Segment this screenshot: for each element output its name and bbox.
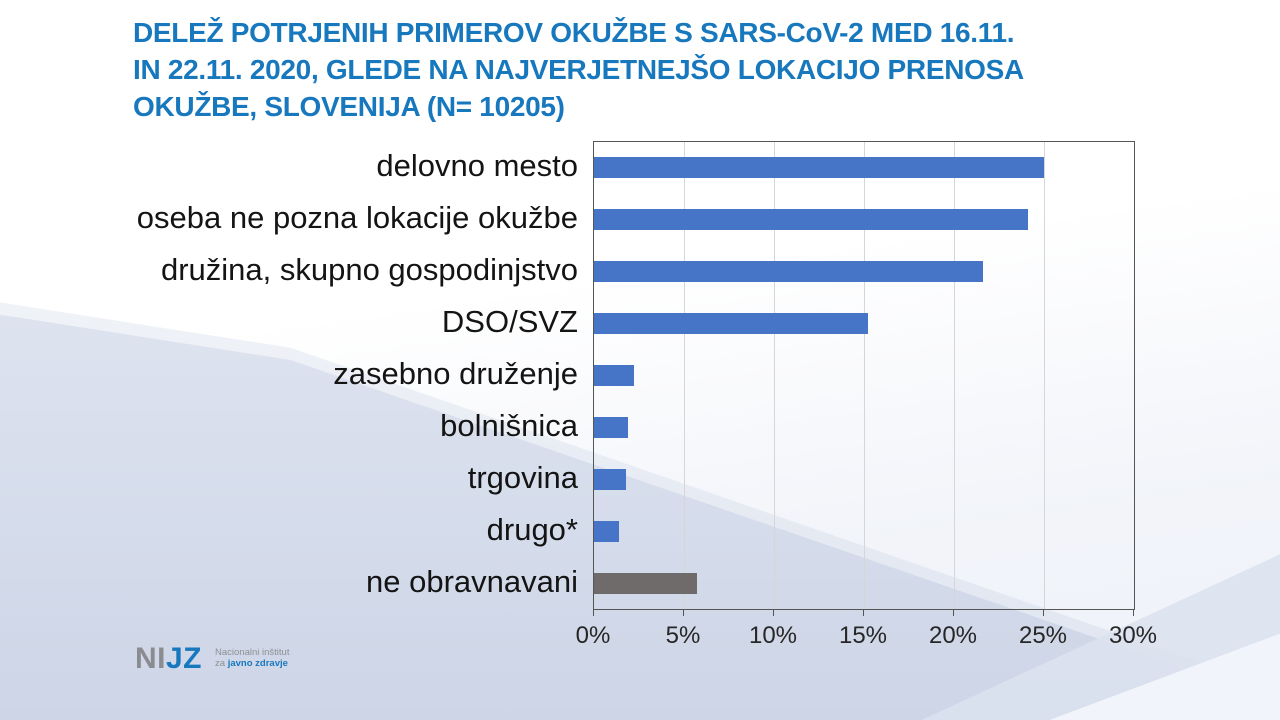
x-tick-label-0: 0% — [575, 622, 611, 649]
nijz-logo: NIJZ Nacionalni inštitut za javno zdravj… — [135, 644, 289, 674]
category-label: družina, skupno gospodinjstvo — [160, 252, 578, 288]
x-tick-label-25: 25% — [1018, 622, 1068, 649]
gridline-25 — [1044, 142, 1045, 609]
x-tick-mark-25 — [1043, 609, 1044, 616]
bar — [594, 520, 620, 542]
nijz-logo-text: Nacionalni inštitut za javno zdravje — [215, 644, 289, 669]
category-label: ne obravnavani — [366, 563, 578, 599]
category-label: bolnišnica — [440, 407, 578, 443]
x-tick-mark-30 — [1133, 609, 1134, 616]
nijz-logo-line2: za javno zdravje — [215, 658, 288, 669]
bar — [594, 313, 868, 335]
x-tick-label-5: 5% — [665, 622, 701, 649]
x-tick-label-30: 30% — [1108, 622, 1158, 649]
x-axis: 0% 5% 10% 15% 20% 25% 30% — [576, 608, 1157, 668]
x-tick-mark-15 — [863, 609, 864, 616]
bar — [594, 261, 983, 283]
nijz-logo-line2-bold: javno zdravje — [227, 658, 288, 669]
chart-title-line-2: IN 22.11. 2020, GLEDE NA NAJVERJETNEJŠO … — [133, 54, 1024, 85]
category-label: DSO/SVZ — [441, 304, 578, 340]
x-tick-label-20: 20% — [928, 622, 978, 649]
plot-area — [593, 141, 1135, 610]
category-label: drugo* — [486, 511, 578, 547]
nijz-logo-mark: NIJZ — [135, 644, 202, 674]
chart-title: DELEŽ POTRJENIH PRIMEROV OKUŽBE S SARS-C… — [133, 14, 1024, 125]
nijz-logo-jz: JZ — [166, 642, 203, 675]
category-label: oseba ne pozna lokacije okužbe — [136, 200, 578, 236]
category-label: zasebno druženje — [333, 356, 578, 391]
nijz-logo-ni: NI — [135, 642, 166, 675]
category-axis-labels: delovno mesto oseba ne pozna lokacije oku… — [0, 141, 578, 608]
bar — [594, 209, 1028, 231]
chart-title-line-1: DELEŽ POTRJENIH PRIMEROV OKUŽBE S SARS-C… — [133, 17, 1015, 48]
bar — [594, 365, 634, 386]
bar — [594, 157, 1044, 179]
x-tick-mark-10 — [773, 609, 774, 616]
bar — [594, 416, 629, 438]
x-tick-mark-0 — [593, 609, 594, 616]
x-tick-label-15: 15% — [838, 622, 888, 649]
nijz-logo-line1: Nacionalni inštitut — [215, 647, 290, 658]
bar — [594, 572, 697, 594]
x-tick-mark-5 — [683, 609, 684, 616]
x-tick-mark-20 — [953, 609, 954, 616]
bar — [594, 468, 627, 490]
category-label: delovno mesto — [376, 148, 578, 184]
chart-title-line-3: OKUŽBE, SLOVENIJA (N= 10205) — [133, 91, 565, 122]
category-label: trgovina — [467, 459, 578, 495]
x-tick-label-10: 10% — [748, 622, 798, 649]
